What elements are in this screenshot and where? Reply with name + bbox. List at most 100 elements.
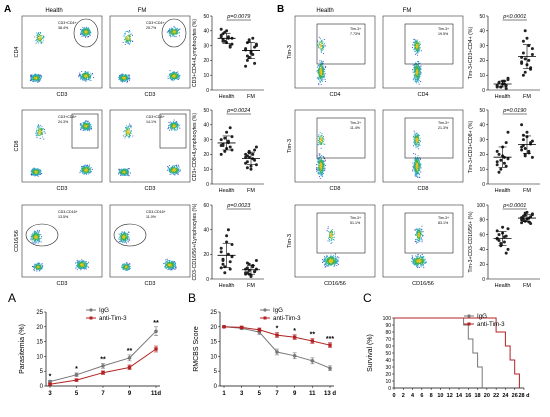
flow-event <box>127 241 129 243</box>
flow-event <box>122 41 124 44</box>
flow-event <box>86 76 88 78</box>
flow-event <box>87 33 89 35</box>
flow-event <box>166 258 168 260</box>
flow-event <box>174 268 176 270</box>
flow-event <box>317 76 319 78</box>
flow-event <box>34 168 36 170</box>
flow-event <box>37 75 39 77</box>
flow-event <box>118 173 120 175</box>
flow-event <box>316 66 318 68</box>
flow-event <box>321 62 323 64</box>
flow-event <box>121 170 123 172</box>
flow-event <box>125 268 127 270</box>
flow-event <box>177 126 179 128</box>
flow-event <box>170 173 172 175</box>
flow-event <box>171 72 173 74</box>
flow-event <box>322 67 325 69</box>
flow-event <box>128 174 130 176</box>
flow-event <box>174 126 176 128</box>
flow-event <box>174 78 177 80</box>
flow-event <box>126 265 128 267</box>
flow-event <box>123 233 126 235</box>
flow-event <box>125 266 127 268</box>
flow-event <box>88 130 90 132</box>
flow-event <box>31 174 33 176</box>
flow-event <box>177 170 179 172</box>
flow-plot-cd8-fm: CD3+CD8+14.1%CD3 <box>109 109 191 192</box>
flow-event <box>81 35 83 37</box>
flow-event <box>171 128 173 130</box>
flow-event <box>83 268 86 270</box>
flow-event <box>37 73 40 75</box>
flow-event <box>322 72 324 74</box>
flow-event <box>125 237 127 239</box>
flow-event <box>38 263 40 265</box>
flow-event <box>82 26 84 29</box>
flow-event <box>170 123 172 125</box>
flow-event <box>121 81 123 83</box>
flow-event <box>76 259 78 261</box>
flow-event <box>37 266 39 268</box>
flow-x-axis-label: CD3 <box>144 92 155 98</box>
flow-event <box>39 235 41 237</box>
flow-event <box>35 78 37 80</box>
flow-x-axis-label: CD3 <box>56 92 67 98</box>
flow-event <box>80 129 82 131</box>
flow-event <box>86 126 88 129</box>
flow-event <box>37 32 39 34</box>
flow-event <box>82 127 84 129</box>
flow-event <box>84 70 86 73</box>
flow-event <box>177 29 179 32</box>
flow-event <box>130 127 132 129</box>
flow-x-axis-label: CD3 <box>56 186 67 192</box>
flow-event <box>122 135 124 137</box>
flow-event <box>38 170 40 173</box>
flow-event <box>37 235 39 237</box>
flow-event <box>124 234 126 236</box>
flow-event <box>174 128 176 130</box>
flow-event <box>174 171 176 174</box>
flow-event <box>34 173 36 175</box>
flow-title-fm-a: FM <box>138 8 147 14</box>
flow-event <box>84 164 86 166</box>
flow-event <box>171 168 173 170</box>
flow-event <box>320 75 322 77</box>
flow-event <box>77 260 80 262</box>
flow-event <box>86 165 88 167</box>
flow-event <box>128 40 130 42</box>
flow-event <box>128 130 130 132</box>
flow-event <box>39 266 41 268</box>
flow-event <box>412 79 414 81</box>
flow-event <box>83 34 85 36</box>
flow-event <box>88 171 90 173</box>
flow-event <box>39 77 41 80</box>
flow-event <box>40 129 42 131</box>
flow-event <box>120 239 122 241</box>
flow-event <box>419 62 421 64</box>
flow-event <box>33 238 35 240</box>
panel-letter-bottom-b: B <box>188 291 196 305</box>
flow-event <box>167 77 169 79</box>
flow-event <box>170 122 172 124</box>
flow-plot-frame <box>382 15 464 89</box>
flow-event <box>31 234 33 236</box>
flow-event <box>43 35 45 37</box>
flow-event <box>79 76 82 78</box>
flow-event <box>84 36 87 38</box>
flow-event <box>321 39 323 42</box>
flow-event <box>84 79 86 81</box>
flow-event <box>41 75 43 77</box>
flow-event <box>80 33 82 35</box>
flow-event <box>125 236 127 238</box>
flow-event <box>324 73 326 75</box>
flow-event <box>171 76 173 78</box>
flow-event <box>42 136 44 138</box>
flow-event <box>30 237 32 239</box>
flow-event <box>118 233 120 235</box>
flow-event <box>173 123 175 125</box>
flow-event <box>39 133 41 135</box>
flow-event <box>129 123 131 125</box>
flow-event <box>126 235 128 237</box>
flow-event <box>39 171 41 173</box>
